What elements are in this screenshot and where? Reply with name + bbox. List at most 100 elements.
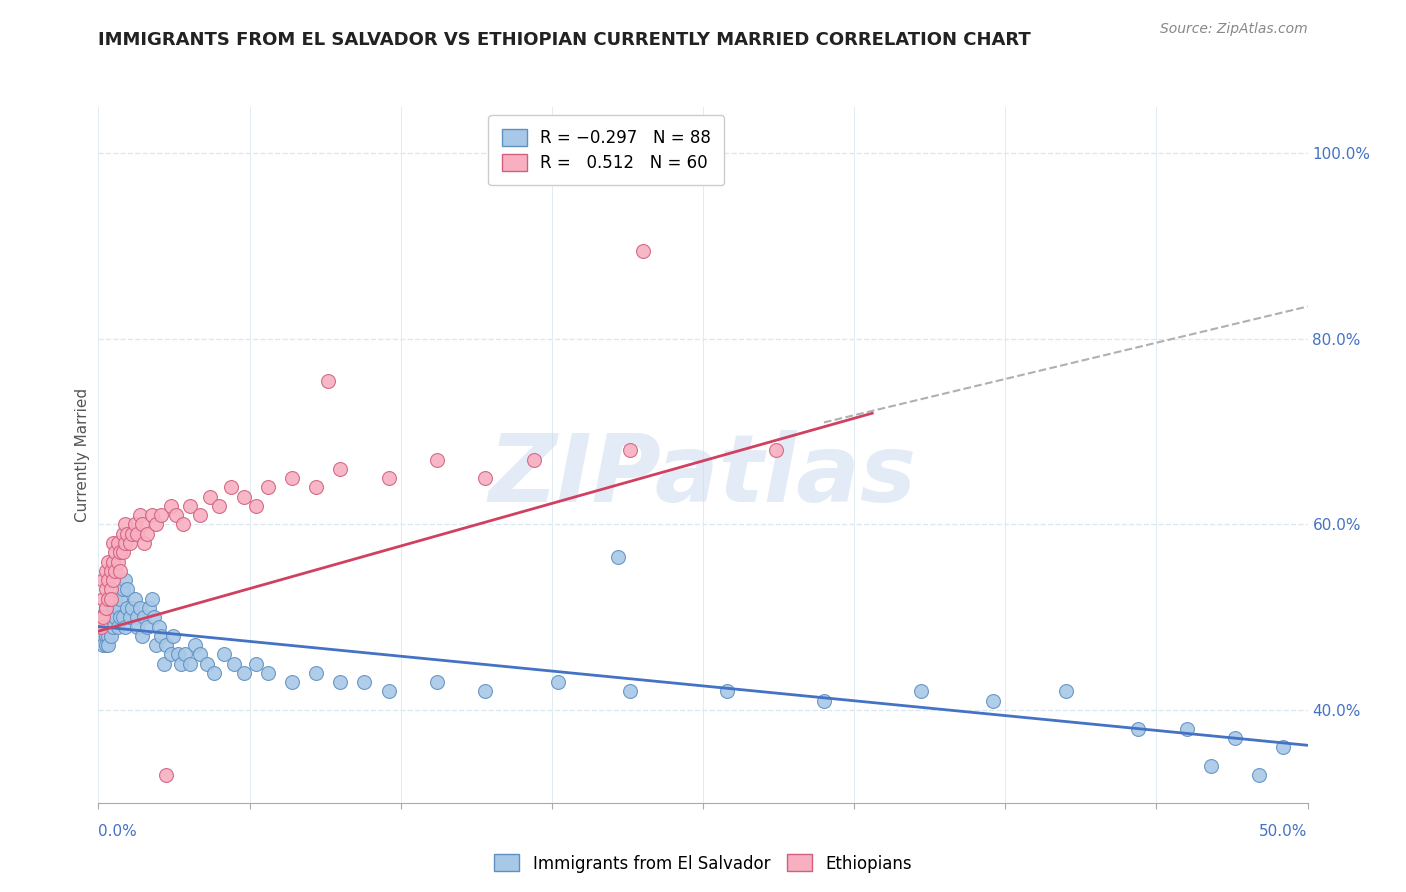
Point [91,591,114,606]
Point [131,629,153,643]
Point [114,536,136,550]
Point [100,582,122,597]
Point [117,582,139,597]
Point [91,629,114,643]
Point [114,619,136,633]
Point [145,517,167,532]
Point [90,610,112,624]
Point [121,526,143,541]
Point [97,629,120,643]
Point [377,684,399,698]
Point [118,610,141,624]
Point [100,591,122,606]
Point [100,564,122,578]
Point [426,675,449,690]
Point [981,694,1004,708]
Point [127,526,149,541]
Point [547,675,569,690]
Point [377,471,399,485]
Point [94,564,117,578]
Point [101,536,124,550]
Point [765,443,787,458]
Point [1128,722,1150,736]
Point [91,638,114,652]
Point [90,610,112,624]
Point [143,610,166,624]
Text: 50.0%: 50.0% [1260,824,1308,838]
Point [97,638,120,652]
Point [114,517,136,532]
Point [104,591,127,606]
Point [281,471,304,485]
Point [353,675,375,690]
Point [91,610,114,624]
Point [165,508,187,523]
Point [619,443,641,458]
Point [245,657,267,671]
Point [160,499,183,513]
Point [716,684,738,698]
Point [91,610,114,624]
Text: IMMIGRANTS FROM EL SALVADOR VS ETHIOPIAN CURRENTLY MARRIED CORRELATION CHART: IMMIGRANTS FROM EL SALVADOR VS ETHIOPIAN… [98,31,1031,49]
Point [305,665,328,680]
Text: ZIPatlas: ZIPatlas [489,430,917,522]
Point [631,244,654,258]
Point [188,648,211,662]
Point [111,610,134,624]
Point [90,619,112,633]
Point [121,601,143,615]
Point [108,564,131,578]
Point [138,601,160,615]
Point [108,545,131,559]
Point [101,619,124,633]
Point [179,657,201,671]
Point [155,638,177,652]
Point [117,526,139,541]
Point [174,648,197,662]
Point [107,536,129,550]
Point [1223,731,1246,745]
Point [94,582,117,597]
Point [188,508,211,523]
Point [124,517,146,532]
Point [97,573,120,587]
Point [135,526,157,541]
Point [813,694,835,708]
Point [117,601,139,615]
Y-axis label: Currently Married: Currently Married [75,388,90,522]
Point [104,610,127,624]
Point [167,648,190,662]
Point [101,610,124,624]
Point [118,536,141,550]
Point [108,591,131,606]
Point [104,545,127,559]
Point [111,582,134,597]
Point [329,462,352,476]
Point [107,601,129,615]
Point [256,665,278,680]
Point [104,564,127,578]
Point [150,508,173,523]
Point [179,499,201,513]
Point [316,374,339,388]
Point [101,573,124,587]
Point [94,610,117,624]
Point [131,517,153,532]
Point [152,657,174,671]
Point [619,684,641,698]
Point [107,555,129,569]
Point [124,591,146,606]
Point [305,480,328,494]
Point [128,508,150,523]
Point [184,638,207,652]
Point [232,490,254,504]
Point [97,555,120,569]
Point [172,517,194,532]
Point [111,526,134,541]
Point [128,601,150,615]
Point [245,499,267,513]
Point [97,591,120,606]
Point [91,619,114,633]
Point [1272,740,1295,755]
Point [90,629,112,643]
